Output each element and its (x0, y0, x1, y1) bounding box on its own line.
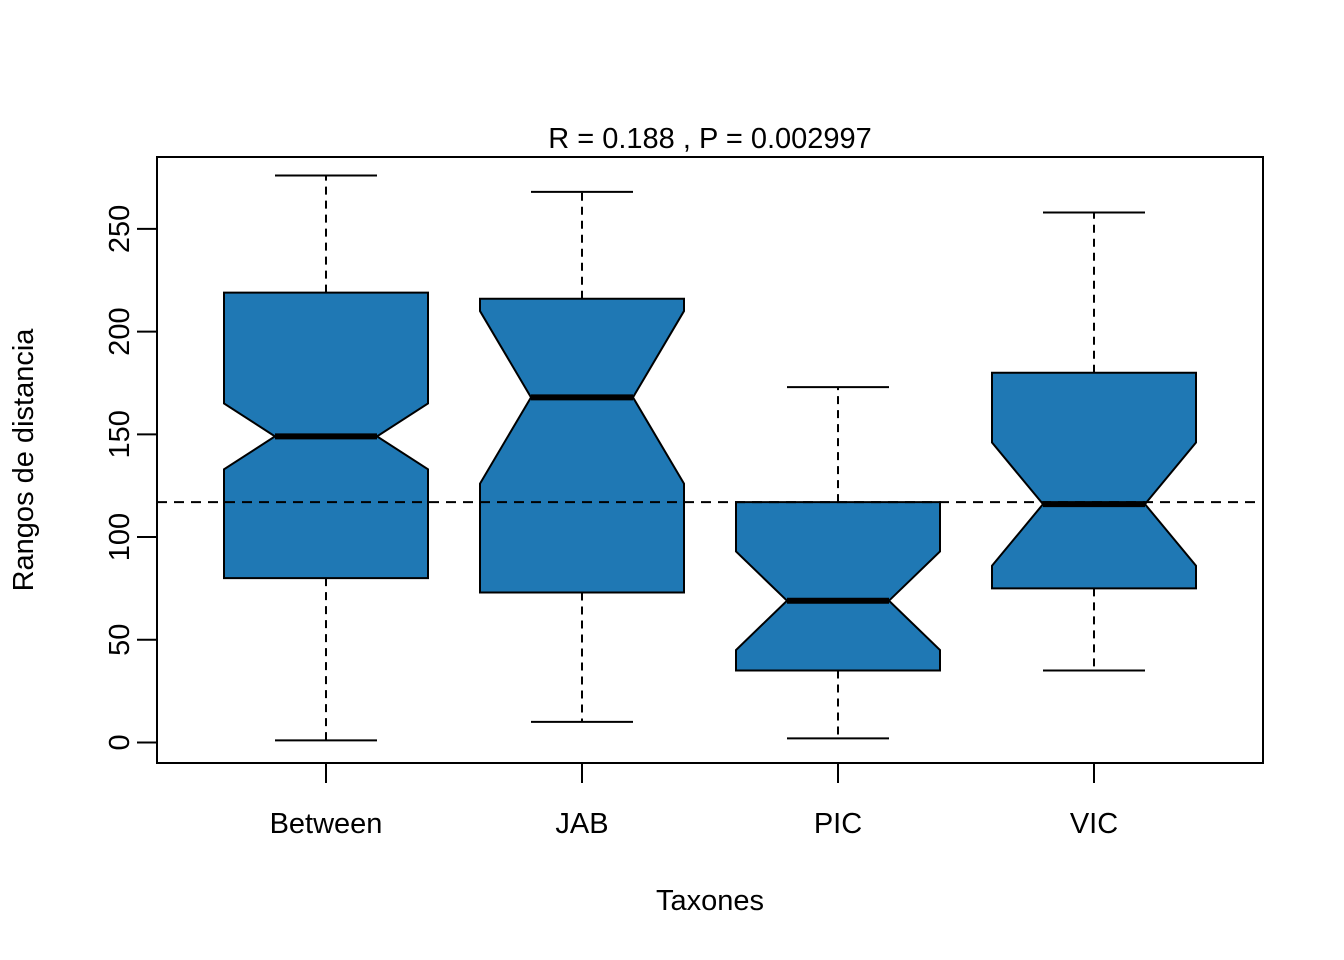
x-tick-label: VIC (1070, 808, 1118, 840)
x-axis: Between JAB PIC VIC (270, 763, 1118, 840)
y-tick-label: 200 (104, 307, 136, 355)
y-tick-label: 50 (104, 624, 136, 656)
y-axis-label: Rangos de distancia (8, 328, 40, 592)
box-body (991, 371, 1197, 590)
plot-frame (156, 156, 1264, 764)
box-vic (991, 211, 1197, 672)
y-tick-label: 100 (104, 513, 136, 561)
x-tick-label: PIC (814, 808, 862, 840)
y-tick-label: 150 (104, 410, 136, 458)
box-body (735, 501, 941, 672)
box-jab (479, 190, 685, 723)
y-tick-label: 250 (104, 205, 136, 253)
x-axis-label: Taxones (656, 885, 764, 917)
box-body (479, 297, 685, 594)
box-between (223, 174, 429, 742)
y-tick-label: 0 (104, 734, 136, 750)
box-pic (735, 386, 941, 740)
boxes-layer (223, 174, 1197, 742)
x-tick-label: JAB (555, 808, 608, 840)
y-axis: 0 50 100 150 200 250 (104, 205, 157, 751)
x-tick-label: Between (270, 808, 383, 840)
chart-title: R = 0.188 , P = 0.002997 (548, 123, 872, 155)
